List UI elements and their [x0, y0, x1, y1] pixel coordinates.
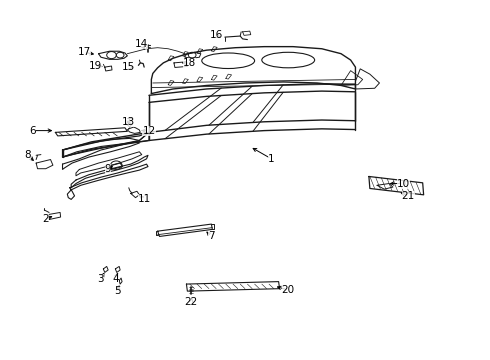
Text: 1: 1 [268, 154, 275, 164]
Text: 18: 18 [183, 58, 196, 68]
Text: 8: 8 [24, 150, 31, 160]
Text: 6: 6 [29, 126, 36, 136]
Text: 19: 19 [89, 62, 102, 71]
Text: 2: 2 [43, 214, 49, 224]
Text: 5: 5 [115, 286, 121, 296]
Text: 22: 22 [185, 297, 198, 307]
Text: 11: 11 [138, 194, 151, 204]
Text: 16: 16 [210, 30, 223, 40]
Text: 20: 20 [282, 285, 295, 295]
Text: 4: 4 [112, 274, 119, 284]
Text: 10: 10 [397, 179, 410, 189]
Text: 14: 14 [135, 39, 148, 49]
Text: 13: 13 [122, 117, 135, 127]
Text: 9: 9 [105, 165, 111, 174]
Text: 3: 3 [98, 274, 104, 284]
Text: 7: 7 [208, 231, 215, 242]
Text: 17: 17 [77, 47, 91, 57]
Text: 21: 21 [402, 191, 415, 201]
Text: 12: 12 [142, 126, 156, 136]
Text: 15: 15 [122, 62, 135, 72]
